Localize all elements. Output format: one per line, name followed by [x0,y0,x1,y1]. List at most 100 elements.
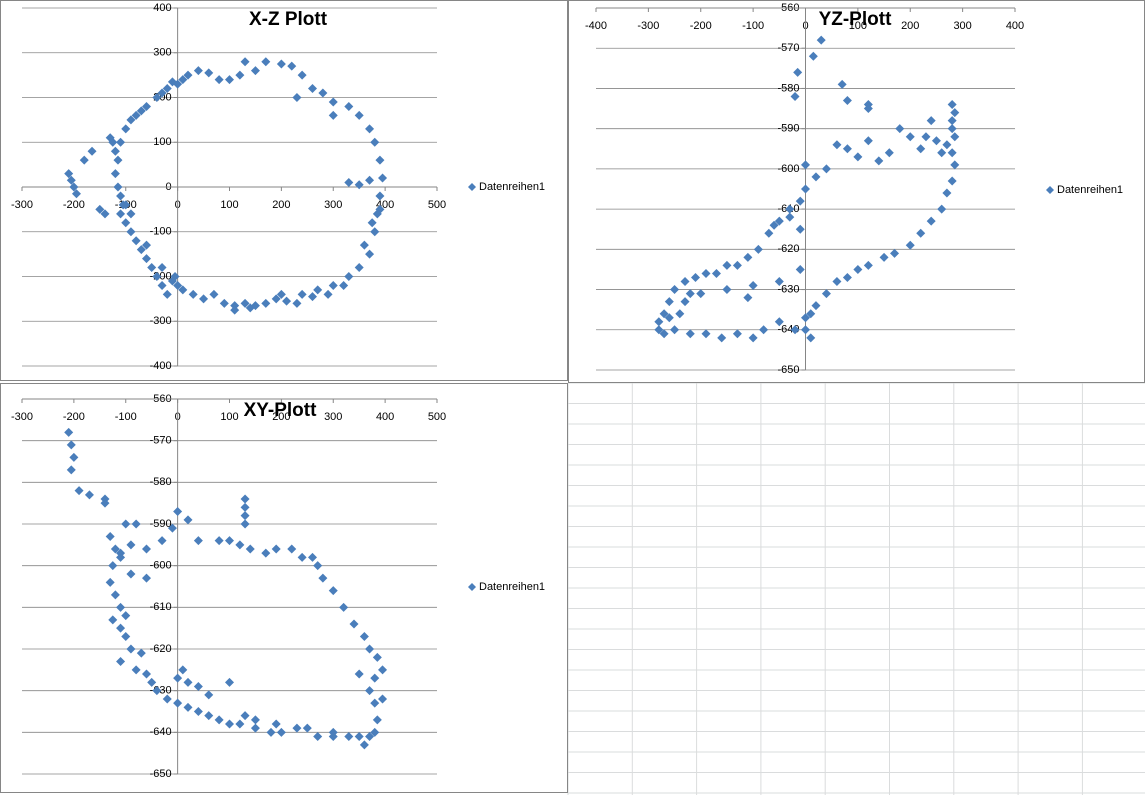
data-point [250,723,260,733]
data-point [116,209,126,219]
data-point [152,686,162,696]
data-point [879,252,889,262]
data-point [942,140,952,150]
data-point [240,502,250,512]
x-tick-label: 400 [1006,20,1024,32]
x-tick-label: -200 [63,199,85,211]
data-point [884,148,894,158]
x-tick-label: 300 [324,199,342,211]
x-tick-label: 400 [376,411,394,423]
data-point [178,75,188,85]
data-point [937,204,947,214]
y-tick-label: -580 [150,476,172,488]
data-point [178,285,188,295]
data-point [318,88,328,98]
data-point [95,204,105,214]
data-point [126,569,136,579]
data-point [292,723,302,733]
data-point [696,289,706,299]
data-point [87,146,97,156]
data-point [214,536,224,546]
data-point [675,309,685,319]
data-point [74,486,84,496]
data-point [157,263,167,273]
data-point [354,110,364,120]
data-point [214,75,224,85]
data-point [240,511,250,521]
data-point [84,490,94,500]
data-point [162,84,172,94]
y-tick-label: 400 [153,2,171,14]
data-point [790,325,800,335]
data-point [235,719,245,729]
data-point [116,602,126,612]
data-point [670,285,680,295]
data-point [916,144,926,154]
data-point [370,727,380,737]
data-point [66,440,76,450]
data-point [121,611,131,621]
x-tick-label: 200 [272,411,290,423]
data-point [339,602,349,612]
x-tick-label: 100 [220,199,238,211]
x-tick-label: 500 [428,199,446,211]
data-point [147,263,157,273]
data-point [110,544,120,554]
data-point [292,93,302,102]
y-tick-label: -610 [150,601,172,613]
y-tick-label: -650 [150,768,172,780]
data-point [121,519,131,529]
data-point [162,694,172,704]
data-point [183,702,193,712]
data-point [142,544,151,554]
data-point [193,682,203,691]
data-point [808,51,818,61]
data-point [261,298,271,308]
data-point [832,140,842,150]
data-point [339,280,349,290]
data-point [722,260,732,270]
data-point [66,465,76,475]
data-point [108,615,118,625]
data-point [654,325,664,335]
data-point [837,79,847,89]
x-tick-label: -300 [11,411,33,423]
data-point [785,204,795,214]
legend-text: Datenreihen1 [479,581,545,593]
data-point [287,544,297,554]
data-point [759,325,769,335]
data-point [235,540,245,550]
data-point [722,285,732,295]
data-point [64,169,74,179]
data-point [372,715,382,725]
data-point [664,297,674,307]
data-point [947,100,957,110]
data-point [183,70,193,80]
data-point [126,540,136,550]
x-tick-label: 100 [849,20,867,32]
x-tick-label: -300 [11,199,33,211]
data-point [863,260,873,270]
y-tick-label: -100 [150,226,172,238]
data-point [370,137,380,147]
data-point [69,182,79,192]
data-point [680,297,690,307]
data-point [173,280,183,290]
data-point [821,289,831,299]
data-point [947,116,957,126]
data-point [375,204,385,214]
data-point [271,544,281,554]
data-point [136,245,146,255]
data-point [188,289,198,299]
data-point [654,317,664,327]
data-point [659,309,669,319]
data-point [701,268,711,278]
data-point [947,148,957,158]
data-point [71,189,81,199]
data-point [795,224,805,234]
data-point [685,289,695,299]
data-point [113,155,123,165]
data-point [157,88,167,98]
data-point [349,619,359,629]
data-point [811,301,821,311]
